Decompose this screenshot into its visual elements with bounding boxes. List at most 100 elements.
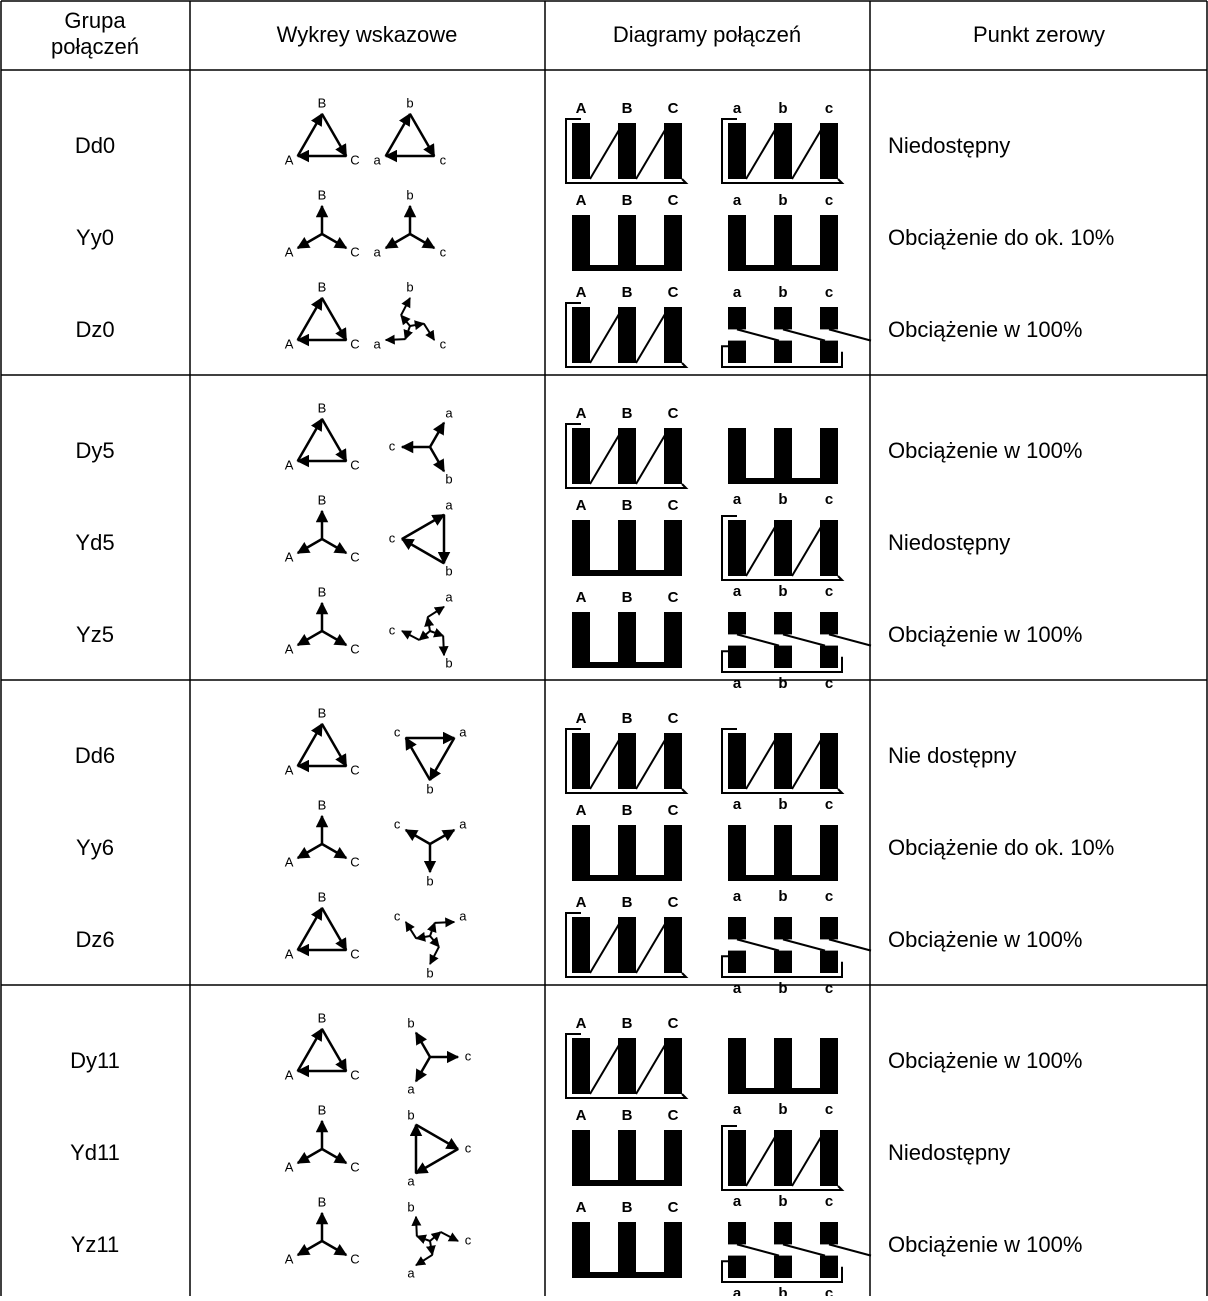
stroke xyxy=(416,936,430,938)
stroke xyxy=(298,908,322,950)
terminal-label: a xyxy=(733,1101,742,1118)
stroke xyxy=(430,923,435,936)
stroke xyxy=(829,634,871,645)
terminal-label: A xyxy=(576,1015,587,1032)
neutral-point: Obciążenie do ok. 10% xyxy=(888,225,1114,250)
winding xyxy=(572,825,590,881)
terminal-label: b xyxy=(778,284,787,301)
phasor-label: c xyxy=(394,816,401,831)
phasor-label: a xyxy=(459,816,467,831)
stroke xyxy=(590,430,622,484)
phasor-label: c xyxy=(465,1232,472,1247)
stroke xyxy=(298,114,322,156)
stroke xyxy=(402,539,444,563)
wire xyxy=(572,570,682,576)
terminal-label: b xyxy=(778,980,787,997)
stroke xyxy=(386,114,410,156)
stroke xyxy=(406,738,430,780)
stroke xyxy=(792,522,824,576)
winding xyxy=(664,520,682,576)
winding xyxy=(728,520,746,576)
neutral-point: Obciążenie w 100% xyxy=(888,1232,1082,1257)
phasor-label: a xyxy=(407,1265,415,1280)
winding xyxy=(774,1256,792,1278)
phasor-label: b xyxy=(406,187,413,202)
phasor-label: A xyxy=(285,152,294,167)
phasor-label: b xyxy=(406,95,413,110)
group-name: Yd11 xyxy=(70,1140,120,1165)
phasor-label: C xyxy=(350,549,359,564)
phasor-label: A xyxy=(285,549,294,564)
winding xyxy=(774,1038,792,1094)
stroke xyxy=(322,114,346,156)
winding xyxy=(618,612,636,668)
terminal-label: b xyxy=(778,675,787,692)
terminal-label: C xyxy=(668,284,679,301)
phasor-label: B xyxy=(318,400,327,415)
phasor-label: a xyxy=(459,724,467,739)
stroke xyxy=(322,1241,346,1255)
stroke xyxy=(402,515,444,539)
terminal-label: a xyxy=(733,1193,742,1210)
terminal-label: C xyxy=(668,405,679,422)
winding xyxy=(774,612,792,634)
terminal-label: c xyxy=(825,192,833,209)
neutral-point: Obciążenie w 100% xyxy=(888,1048,1082,1073)
winding xyxy=(664,215,682,271)
winding xyxy=(774,341,792,363)
stroke xyxy=(441,1232,458,1241)
stroke xyxy=(298,844,322,858)
winding xyxy=(774,1130,792,1186)
phasor-label: c xyxy=(465,1140,472,1155)
phasor-label: C xyxy=(350,152,359,167)
phasor-label: A xyxy=(285,1067,294,1082)
stroke xyxy=(406,830,430,844)
terminal-label: A xyxy=(576,497,587,514)
terminal-label: C xyxy=(668,894,679,911)
winding xyxy=(618,917,636,973)
terminal-label: B xyxy=(622,710,633,727)
terminal-label: A xyxy=(576,100,587,117)
phasor-label: A xyxy=(285,946,294,961)
terminal-label: C xyxy=(668,1199,679,1216)
phasor-label: B xyxy=(318,187,327,202)
winding xyxy=(572,123,590,179)
stroke xyxy=(322,539,346,553)
stroke xyxy=(410,234,434,248)
winding xyxy=(618,733,636,789)
group-name: Dz0 xyxy=(75,317,114,342)
phasor-label: C xyxy=(350,946,359,961)
terminal-label: b xyxy=(778,796,787,813)
terminal-label: b xyxy=(778,192,787,209)
stroke xyxy=(430,423,444,447)
winding xyxy=(664,307,682,363)
winding xyxy=(664,1130,682,1186)
terminal-label: C xyxy=(668,1015,679,1032)
stroke xyxy=(298,1029,322,1071)
terminal-label: A xyxy=(576,192,587,209)
stroke xyxy=(746,125,778,179)
phasor-label: C xyxy=(350,854,359,869)
stroke xyxy=(416,1149,458,1173)
phasor-label: B xyxy=(318,492,327,507)
group-name: Dy5 xyxy=(75,438,114,463)
stroke xyxy=(590,735,622,789)
terminal-label: a xyxy=(733,796,742,813)
terminal-label: A xyxy=(576,1107,587,1124)
phasor-label: b xyxy=(445,471,452,486)
stroke xyxy=(322,234,346,248)
terminal-label: B xyxy=(622,894,633,911)
winding xyxy=(774,917,792,939)
stroke xyxy=(430,447,444,471)
stroke xyxy=(428,607,444,617)
phasor-label: C xyxy=(350,641,359,656)
header-cell: Punkt zerowy xyxy=(973,22,1105,47)
stroke xyxy=(792,125,824,179)
terminal-label: B xyxy=(622,192,633,209)
stroke xyxy=(298,1149,322,1163)
stroke xyxy=(430,1241,432,1255)
phasor-label: C xyxy=(350,1067,359,1082)
winding xyxy=(618,825,636,881)
wire xyxy=(572,1180,682,1186)
terminal-label: a xyxy=(733,980,742,997)
